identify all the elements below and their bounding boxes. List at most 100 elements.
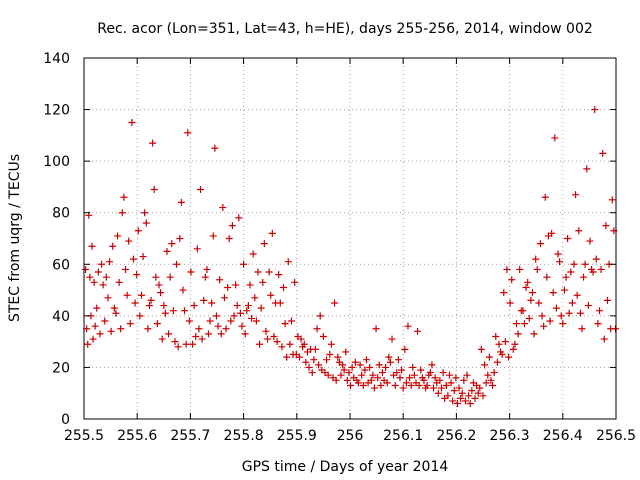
data-point: [445, 371, 453, 379]
data-point: [158, 335, 166, 343]
data-point: [394, 356, 402, 364]
data-point: [570, 260, 578, 268]
data-point: [374, 374, 382, 382]
data-point: [578, 325, 586, 333]
data-point: [345, 369, 353, 377]
data-point: [160, 302, 168, 310]
data-point: [337, 371, 345, 379]
data-point: [546, 317, 554, 325]
data-point: [383, 379, 391, 387]
data-point: [415, 381, 423, 389]
data-point: [543, 273, 551, 281]
data-point: [426, 369, 434, 377]
x-axis-ticks: 255.5 255.6 255.7 255.8 255.9 256 256.1 256.2 25…: [64, 58, 636, 444]
y-axis-ticks: 0 20 40 60 80 100 120 140: [43, 51, 616, 428]
data-points: [82, 106, 619, 408]
data-point: [382, 363, 390, 371]
data-point: [281, 320, 289, 328]
data-point: [436, 376, 444, 384]
data-point: [217, 330, 225, 338]
chart-title: Rec. acor (Lon=351, Lat=43, h=HE), days …: [97, 21, 593, 37]
data-point: [134, 227, 142, 235]
data-point: [533, 265, 541, 273]
data-point: [315, 361, 323, 369]
data-point: [98, 260, 106, 268]
data-point: [319, 332, 327, 340]
data-point: [406, 374, 414, 382]
data-point: [514, 330, 522, 338]
data-point: [420, 376, 428, 384]
data-point: [174, 343, 182, 351]
data-point: [359, 381, 367, 389]
data-point: [107, 327, 115, 335]
data-point: [501, 338, 509, 346]
data-point: [527, 296, 535, 304]
data-point: [278, 343, 286, 351]
data-point: [538, 312, 546, 320]
data-point: [525, 314, 533, 322]
data-point: [142, 219, 150, 227]
data-point: [152, 273, 160, 281]
data-point: [93, 304, 101, 312]
x-tick-label: 256.1: [383, 428, 423, 444]
data-point: [597, 265, 605, 273]
data-point: [141, 209, 149, 217]
data-point: [86, 273, 94, 281]
data-point: [291, 278, 299, 286]
data-point: [509, 345, 517, 353]
data-point: [401, 345, 409, 353]
data-point: [163, 247, 171, 255]
data-point: [88, 242, 96, 250]
data-point: [173, 260, 181, 268]
data-point: [332, 376, 340, 384]
data-point: [224, 283, 232, 291]
data-point: [484, 371, 492, 379]
x-tick-label: 256.5: [596, 428, 636, 444]
data-point: [327, 340, 335, 348]
data-point: [313, 325, 321, 333]
x-tick-label: 255.6: [117, 428, 157, 444]
data-point: [115, 278, 123, 286]
data-point: [212, 312, 220, 320]
data-point: [136, 312, 144, 320]
data-point: [331, 299, 339, 307]
data-point: [308, 369, 316, 377]
data-point: [155, 281, 163, 289]
data-point: [117, 325, 125, 333]
data-point: [280, 283, 287, 291]
data-point: [340, 366, 348, 374]
data-point: [256, 340, 264, 348]
data-point: [209, 232, 217, 240]
data-point: [106, 258, 114, 266]
data-point: [248, 314, 256, 322]
data-point: [493, 358, 501, 366]
data-point: [452, 374, 460, 382]
data-point: [471, 394, 479, 402]
data-point: [91, 322, 99, 330]
data-point: [251, 294, 259, 302]
data-point: [399, 384, 407, 392]
data-point: [559, 320, 567, 328]
data-point: [189, 340, 197, 348]
data-point: [302, 358, 310, 366]
data-point: [131, 299, 139, 307]
data-point: [490, 369, 498, 377]
data-point: [150, 186, 158, 194]
data-point: [181, 307, 189, 315]
data-point: [516, 265, 524, 273]
data-point: [82, 265, 90, 273]
data-point: [203, 265, 211, 273]
data-point: [524, 278, 532, 286]
data-point: [249, 250, 257, 258]
data-point: [356, 361, 364, 369]
data-point: [580, 273, 588, 281]
data-point: [367, 376, 375, 384]
data-point: [581, 260, 589, 268]
data-point: [492, 332, 500, 340]
data-point: [259, 278, 267, 286]
data-point: [305, 363, 313, 371]
data-point: [572, 191, 580, 199]
data-point: [233, 302, 241, 310]
data-point: [339, 361, 347, 369]
